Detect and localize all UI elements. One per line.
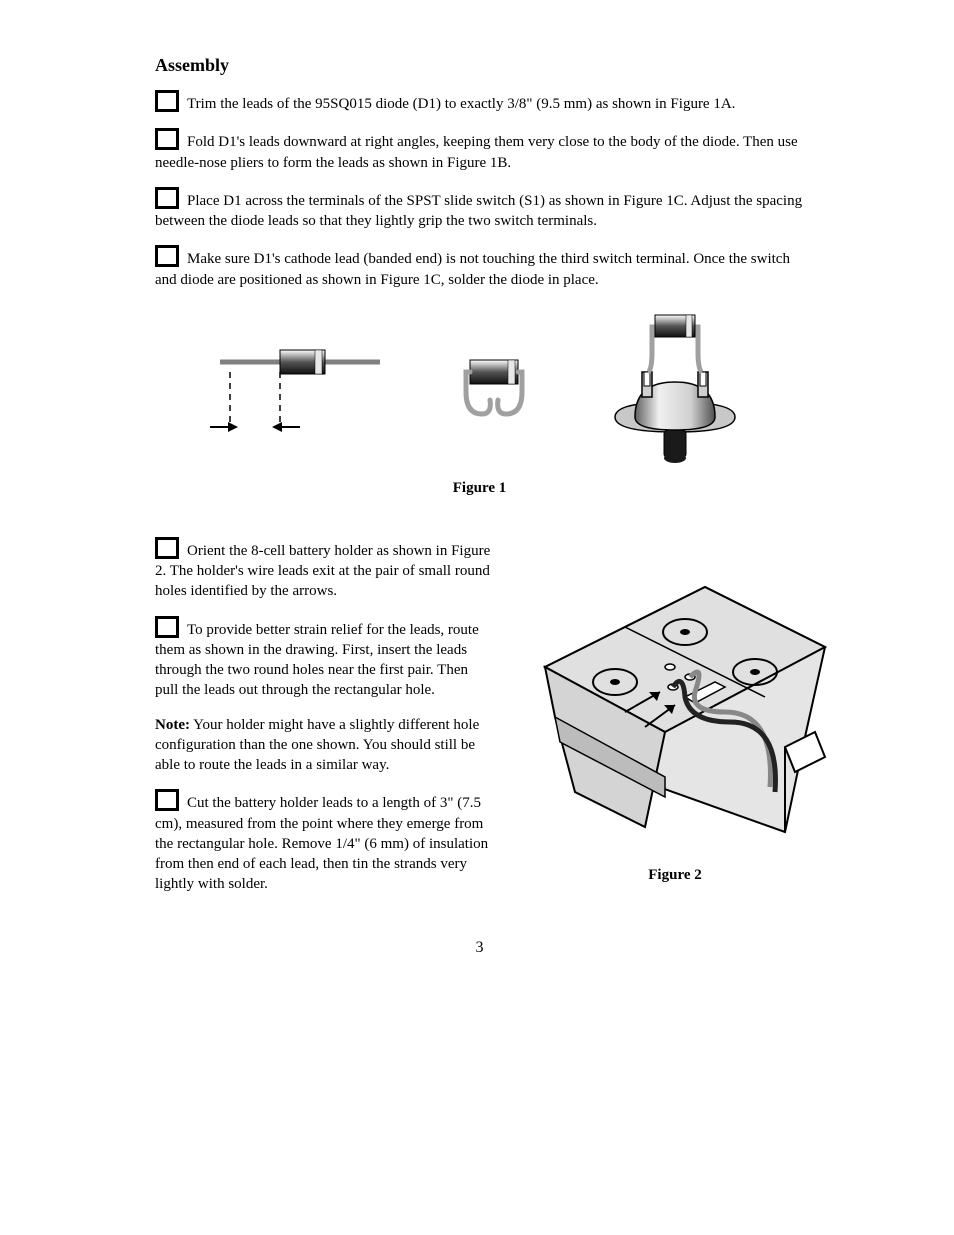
figure-1b-diagram: [440, 342, 550, 442]
two-column-section: Orient the 8-cell battery holder as show…: [155, 537, 804, 909]
checkbox-icon: [155, 90, 179, 112]
step-2: Fold D1's leads downward at right angles…: [155, 128, 804, 173]
page-number: 3: [155, 939, 804, 957]
checkbox-icon: [155, 789, 179, 811]
checkbox-icon: [155, 187, 179, 209]
step-text: Place D1 across the terminals of the SPS…: [155, 193, 802, 229]
checkbox-icon: [155, 245, 179, 267]
step-text: Make sure D1's cathode lead (banded end)…: [155, 251, 790, 287]
note-text: Your holder might have a slightly differ…: [155, 717, 479, 774]
figure-2-caption: Figure 2: [648, 867, 701, 884]
col-step-3: Cut the battery holder leads to a length…: [155, 789, 495, 894]
step-text: Orient the 8-cell battery holder as show…: [155, 543, 490, 600]
page: Assembly Trim the leads of the 95SQ015 d…: [0, 0, 954, 1235]
note-label: Note:: [155, 717, 190, 733]
col-step-1: Orient the 8-cell battery holder as show…: [155, 537, 495, 602]
step-1: Trim the leads of the 95SQ015 diode (D1)…: [155, 90, 804, 114]
checkbox-icon: [155, 537, 179, 559]
checkbox-icon: [155, 616, 179, 638]
step-text: Trim the leads of the 95SQ015 diode (D1)…: [187, 96, 735, 112]
figure-1a-diagram: [210, 327, 390, 457]
note-paragraph: Note: Your holder might have a slightly …: [155, 715, 495, 776]
right-column: Figure 2: [515, 537, 835, 909]
figure-1-caption: Figure 1: [155, 480, 804, 497]
figure-1-row: [155, 312, 804, 472]
figure-2-diagram: [515, 537, 835, 857]
col-step-2: To provide better strain relief for the …: [155, 616, 495, 701]
step-text: To provide better strain relief for the …: [155, 622, 479, 699]
step-4: Make sure D1's cathode lead (banded end)…: [155, 245, 804, 290]
step-text: Fold D1's leads downward at right angles…: [155, 134, 798, 170]
step-3: Place D1 across the terminals of the SPS…: [155, 187, 804, 232]
left-column: Orient the 8-cell battery holder as show…: [155, 537, 495, 909]
section-heading: Assembly: [155, 55, 804, 76]
step-text: Cut the battery holder leads to a length…: [155, 795, 488, 892]
checkbox-icon: [155, 128, 179, 150]
figure-1c-diagram: [600, 312, 750, 472]
